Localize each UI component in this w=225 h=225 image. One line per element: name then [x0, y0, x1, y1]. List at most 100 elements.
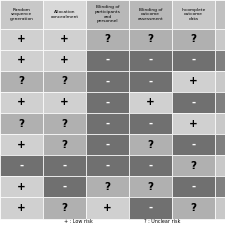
Bar	[43, 155, 86, 176]
Bar	[129, 198, 172, 219]
Bar	[215, 155, 225, 176]
Text: Blinding of
outcome
assessment: Blinding of outcome assessment	[137, 8, 163, 21]
Text: ? : Unclear risk: ? : Unclear risk	[144, 219, 180, 224]
Bar	[215, 71, 225, 92]
Text: -: -	[191, 55, 196, 65]
Bar	[172, 29, 215, 50]
Bar	[172, 113, 215, 134]
Text: -: -	[148, 55, 153, 65]
Text: -: -	[19, 161, 24, 171]
Bar	[129, 134, 172, 155]
Text: -: -	[148, 119, 153, 128]
Bar	[215, 134, 225, 155]
Text: Blinding of
participants
and
personnel: Blinding of participants and personnel	[94, 5, 120, 23]
Text: -: -	[62, 182, 67, 192]
Text: -: -	[105, 161, 110, 171]
Bar	[86, 71, 129, 92]
Text: +: +	[189, 76, 198, 86]
Text: +: +	[60, 34, 69, 44]
Bar	[172, 155, 215, 176]
Bar	[0, 92, 43, 113]
Text: ?: ?	[18, 119, 25, 128]
Bar	[0, 198, 43, 219]
Text: -: -	[191, 97, 196, 108]
Text: +: +	[146, 97, 155, 108]
Bar	[129, 29, 172, 50]
Bar	[0, 0, 43, 29]
Text: +: +	[17, 182, 26, 192]
Bar	[0, 50, 43, 71]
Text: -: -	[191, 182, 196, 192]
Bar	[86, 0, 129, 29]
Text: ?: ?	[61, 119, 68, 128]
Bar	[0, 113, 43, 134]
Text: -: -	[148, 203, 153, 213]
Bar	[0, 71, 43, 92]
Text: +: +	[17, 55, 26, 65]
Bar	[172, 0, 215, 29]
Bar	[86, 134, 129, 155]
Text: ?: ?	[190, 203, 196, 213]
Bar	[172, 134, 215, 155]
Text: ?: ?	[190, 161, 196, 171]
Bar	[0, 134, 43, 155]
Text: ?: ?	[61, 76, 68, 86]
Text: -: -	[105, 97, 110, 108]
Text: -: -	[105, 140, 110, 150]
Bar	[129, 50, 172, 71]
Bar	[0, 176, 43, 198]
Bar	[129, 113, 172, 134]
Bar	[172, 50, 215, 71]
Text: -: -	[105, 119, 110, 128]
Bar	[215, 50, 225, 71]
Bar	[172, 198, 215, 219]
Bar	[0, 29, 43, 50]
Text: + : Low risk: + : Low risk	[64, 219, 93, 224]
Text: ?: ?	[18, 76, 25, 86]
Bar	[86, 176, 129, 198]
Text: -: -	[62, 161, 67, 171]
Text: ?: ?	[104, 34, 110, 44]
Bar	[43, 92, 86, 113]
Text: Allocation
concealment: Allocation concealment	[50, 10, 79, 18]
Bar	[129, 71, 172, 92]
Bar	[43, 29, 86, 50]
Bar	[43, 0, 86, 29]
Text: +: +	[60, 55, 69, 65]
Bar	[43, 198, 86, 219]
Bar	[86, 92, 129, 113]
Bar	[43, 113, 86, 134]
Text: ?: ?	[190, 34, 196, 44]
Text: -: -	[148, 161, 153, 171]
Bar	[0, 155, 43, 176]
Text: +: +	[189, 119, 198, 128]
Text: ?: ?	[147, 140, 153, 150]
Text: -: -	[105, 55, 110, 65]
Text: +: +	[103, 203, 112, 213]
Bar	[215, 29, 225, 50]
Text: +: +	[17, 97, 26, 108]
Text: ?: ?	[104, 182, 110, 192]
Text: ?: ?	[147, 34, 153, 44]
Text: ?: ?	[61, 140, 68, 150]
Bar	[43, 176, 86, 198]
Bar	[172, 92, 215, 113]
Text: -: -	[148, 76, 153, 86]
Bar	[86, 198, 129, 219]
Text: +: +	[17, 140, 26, 150]
Text: -: -	[191, 140, 196, 150]
Text: -: -	[105, 76, 110, 86]
Text: ?: ?	[147, 182, 153, 192]
Text: ?: ?	[61, 203, 68, 213]
Bar	[129, 176, 172, 198]
Text: +: +	[17, 203, 26, 213]
Bar	[215, 92, 225, 113]
Text: +: +	[17, 34, 26, 44]
Bar	[172, 176, 215, 198]
Bar	[129, 155, 172, 176]
Text: Incomplete
outcome
data: Incomplete outcome data	[181, 8, 206, 21]
Bar	[86, 50, 129, 71]
Bar	[86, 155, 129, 176]
Bar	[43, 50, 86, 71]
Bar	[43, 71, 86, 92]
